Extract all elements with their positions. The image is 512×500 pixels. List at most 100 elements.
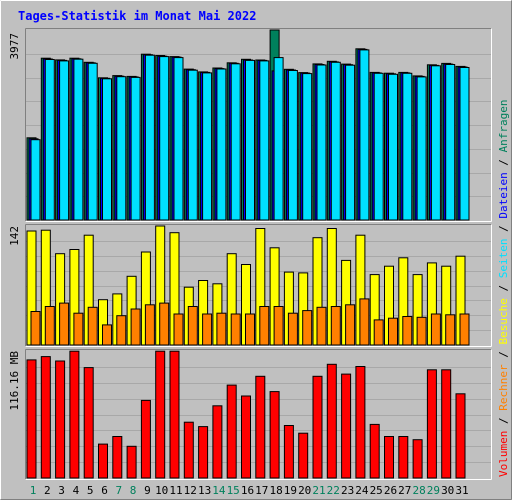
legend-sep-2: / <box>497 351 510 358</box>
day-label-12: 12 <box>184 484 197 497</box>
bar-rechner-day-6 <box>102 324 112 346</box>
bar-rechner-day-23 <box>345 304 356 346</box>
day-label-7: 7 <box>115 484 122 497</box>
day-labels: 1 2 3 4 5 6 7 8 9 10 11 12 13 14 15 16 17 18 19 20 21 22 23 24 2… <box>30 484 469 497</box>
bar-rechner-day-25 <box>373 319 384 346</box>
legend: Volumen / Rechner / Besuche / Seiten / D… <box>497 99 510 477</box>
bar-seiten-day-7 <box>116 76 127 221</box>
axis-max-bottom: 116.16 MB <box>8 351 21 411</box>
bar-rechner-day-9 <box>144 304 155 346</box>
bar-volumen-day-29 <box>426 369 437 479</box>
day-label-6: 6 <box>101 484 108 497</box>
bar-seiten-day-20 <box>302 73 313 221</box>
day-label-3: 3 <box>58 484 65 497</box>
bar-rechner-day-29 <box>430 313 441 346</box>
bar-rechner-day-15 <box>230 313 241 346</box>
day-label-29: 29 <box>427 484 440 497</box>
bar-rechner-day-2 <box>44 306 55 346</box>
day-label-18: 18 <box>269 484 282 497</box>
bar-volumen-day-11 <box>169 350 180 479</box>
bar-volumen-day-20 <box>298 432 309 479</box>
day-label-8: 8 <box>130 484 137 497</box>
bar-rechner-day-3 <box>59 302 70 346</box>
day-label-19: 19 <box>284 484 297 497</box>
bar-rechner-day-13 <box>202 313 213 346</box>
bar-rechner-day-18 <box>273 306 284 346</box>
day-label-30: 30 <box>441 484 454 497</box>
bar-seiten-day-9 <box>144 54 155 221</box>
day-label-22: 22 <box>327 484 340 497</box>
day-label-23: 23 <box>341 484 354 497</box>
day-label-21: 21 <box>312 484 325 497</box>
bar-rechner-day-19 <box>287 312 298 346</box>
bar-rechner-day-28 <box>416 316 427 346</box>
axis-max-middle: 142 <box>8 226 21 246</box>
bar-volumen-day-12 <box>183 421 194 479</box>
legend-seiten: Seiten <box>497 239 510 279</box>
legend-dateien: Dateien <box>497 172 510 218</box>
day-label-16: 16 <box>241 484 254 497</box>
day-label-9: 9 <box>144 484 151 497</box>
bar-seiten-day-23 <box>345 64 356 221</box>
day-label-20: 20 <box>298 484 311 497</box>
bar-rechner-day-12 <box>187 306 198 346</box>
day-label-5: 5 <box>87 484 94 497</box>
legend-sep-4: / <box>497 225 510 232</box>
bar-rechner-day-31 <box>459 313 470 346</box>
bar-rechner-day-10 <box>159 302 170 346</box>
bar-volumen-day-28 <box>412 439 423 479</box>
bar-volumen-day-7 <box>112 436 123 479</box>
bar-volumen-day-24 <box>355 366 366 479</box>
bar-seiten-day-19 <box>287 70 298 221</box>
bar-volumen-day-27 <box>398 436 409 479</box>
day-label-25: 25 <box>370 484 383 497</box>
bar-rechner-day-22 <box>330 306 341 346</box>
bar-rechner-day-16 <box>245 313 255 346</box>
bar-rechner-day-11 <box>173 313 184 346</box>
day-label-13: 13 <box>198 484 211 497</box>
bar-seiten-day-26 <box>388 73 398 221</box>
bar-volumen-day-26 <box>384 436 394 479</box>
bar-seiten-day-3 <box>59 60 70 221</box>
day-label-10: 10 <box>155 484 168 497</box>
bar-volumen-day-5 <box>83 367 94 479</box>
bar-rechner-day-4 <box>73 312 84 346</box>
bar-volumen-day-22 <box>326 363 337 479</box>
bar-seiten-day-2 <box>44 59 55 221</box>
legend-sep-1: / <box>497 417 510 424</box>
bar-volumen-day-30 <box>441 369 452 479</box>
bar-seiten-day-11 <box>173 57 184 221</box>
panel-top-frame <box>25 28 492 222</box>
bar-volumen-day-13 <box>198 426 209 479</box>
bar-rechner-day-20 <box>302 310 313 346</box>
bar-rechner-day-14 <box>216 312 227 346</box>
bar-volumen-day-31 <box>455 393 466 479</box>
axis-max-top: 3977 <box>8 33 21 60</box>
bar-rechner-day-21 <box>316 306 327 346</box>
bar-volumen-day-16 <box>241 395 251 479</box>
bar-rechner-day-8 <box>130 308 141 346</box>
day-label-15: 15 <box>227 484 240 497</box>
legend-besuche: Besuche <box>497 298 510 344</box>
bar-volumen-day-21 <box>312 375 323 479</box>
bar-rechner-day-26 <box>388 317 398 346</box>
day-label-17: 17 <box>255 484 268 497</box>
panel-middle-frame <box>25 224 492 347</box>
day-label-2: 2 <box>44 484 51 497</box>
bar-seiten-day-29 <box>430 65 441 221</box>
bar-seiten-day-14 <box>216 68 227 221</box>
day-label-24: 24 <box>355 484 369 497</box>
bar-volumen-day-1 <box>26 359 37 479</box>
bar-seiten-day-6 <box>102 78 112 221</box>
bar-seiten-day-21 <box>316 64 327 221</box>
bar-rechner-day-1 <box>30 311 41 346</box>
bar-seiten-day-8 <box>130 76 141 221</box>
bar-volumen-day-8 <box>126 445 137 479</box>
bar-volumen-day-15 <box>226 384 237 479</box>
bar-rechner-day-7 <box>116 315 127 346</box>
bar-seiten-day-4 <box>73 58 84 221</box>
legend-anfragen: Anfragen <box>497 99 510 152</box>
bar-volumen-day-25 <box>369 423 380 479</box>
